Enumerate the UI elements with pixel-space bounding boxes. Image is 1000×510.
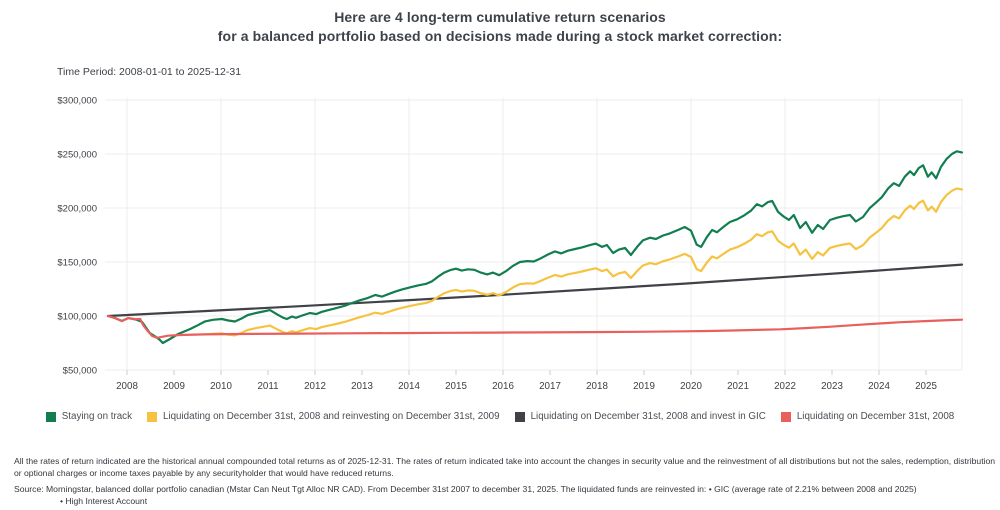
legend-label: Liquidating on December 31st, 2008 xyxy=(796,411,955,422)
svg-text:2014: 2014 xyxy=(398,381,420,392)
svg-text:$100,000: $100,000 xyxy=(57,312,97,323)
page-title: Here are 4 long-term cumulative return s… xyxy=(0,8,1000,46)
green-swatch-icon xyxy=(45,411,56,422)
title-line-1: Here are 4 long-term cumulative return s… xyxy=(334,9,666,25)
svg-text:$200,000: $200,000 xyxy=(57,204,97,215)
svg-text:2019: 2019 xyxy=(633,381,655,392)
svg-text:$300,000: $300,000 xyxy=(57,96,97,107)
svg-text:$250,000: $250,000 xyxy=(57,150,97,161)
yellow-swatch-icon xyxy=(146,411,157,422)
legend-item-staying-on-track: Staying on track xyxy=(45,411,132,422)
legend-item-reinvesting-2009: Liquidating on December 31st, 2008 and r… xyxy=(146,411,500,422)
legend-label: Liquidating on December 31st, 2008 and r… xyxy=(162,411,500,422)
title-line-2: for a balanced portfolio based on decisi… xyxy=(217,28,783,44)
black-swatch-icon xyxy=(514,411,525,422)
svg-text:$150,000: $150,000 xyxy=(57,258,97,269)
source-text: Source: Morningstar, balanced dollar por… xyxy=(14,483,917,494)
svg-text:2015: 2015 xyxy=(445,381,467,392)
legend-label: Staying on track xyxy=(61,411,132,422)
time-period-label: Time Period: 2008-01-01 to 2025-12-31 xyxy=(57,66,242,78)
svg-text:2023: 2023 xyxy=(821,381,843,392)
svg-text:2017: 2017 xyxy=(539,381,561,392)
svg-text:2012: 2012 xyxy=(304,381,326,392)
svg-text:$50,000: $50,000 xyxy=(63,366,97,377)
cumulative-return-chart: $50,000 $100,000 $150,000 $200,000 $250,000 $… xyxy=(57,96,964,392)
footnotes: All the rates of return indicated are th… xyxy=(14,455,998,507)
svg-text:2018: 2018 xyxy=(586,381,608,392)
svg-text:2025: 2025 xyxy=(915,381,937,392)
svg-text:2013: 2013 xyxy=(351,381,373,392)
legend-label: Liquidating on December 31st, 2008 and i… xyxy=(530,411,766,422)
chart-legend: Staying on track Liquidating on December… xyxy=(0,411,1000,422)
legend-item-gic: Liquidating on December 31st, 2008 and i… xyxy=(514,411,766,422)
svg-text:2021: 2021 xyxy=(727,381,749,392)
svg-text:2022: 2022 xyxy=(774,381,796,392)
svg-text:2010: 2010 xyxy=(210,381,232,392)
svg-text:2008: 2008 xyxy=(116,381,138,392)
svg-text:2009: 2009 xyxy=(163,381,185,392)
svg-text:2011: 2011 xyxy=(257,381,278,392)
high-interest-text: • High Interest Account xyxy=(60,495,148,506)
legend-item-liquidating-2008: Liquidating on December 31st, 2008 xyxy=(780,411,955,422)
red-swatch-icon xyxy=(780,411,791,422)
svg-text:2016: 2016 xyxy=(492,381,514,392)
svg-text:2020: 2020 xyxy=(680,381,702,392)
disclaimer-text: All the rates of return indicated are th… xyxy=(14,456,996,479)
svg-text:2024: 2024 xyxy=(868,381,890,392)
